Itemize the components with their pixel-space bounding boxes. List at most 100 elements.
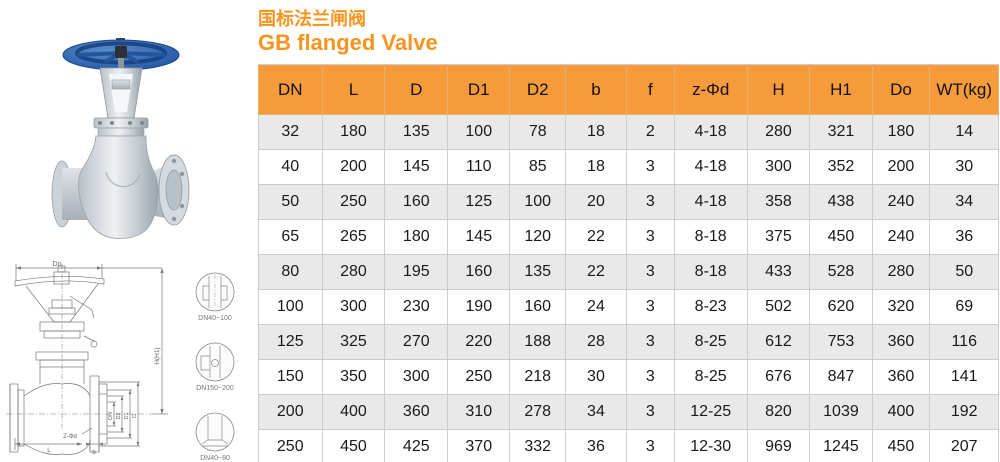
table-cell: 358 <box>746 184 811 220</box>
table-head: DN L D D1 D2 b f z-Φd H H1 Do WT(kg) <box>258 64 999 115</box>
table-cell: 22 <box>565 254 627 290</box>
table-cell: 80 <box>258 254 323 290</box>
table-row: 150 350 300 250 218 30 3 8-25 676 847 360 141 <box>258 359 999 395</box>
table-row: 80 280 195 160 135 22 3 8-18 433 528 280 50 <box>258 254 999 290</box>
table-cell: 125 <box>258 324 323 360</box>
dim-label-d: D <box>132 414 138 418</box>
table-cell: 375 <box>746 219 811 255</box>
table-cell: 36 <box>565 429 627 462</box>
table-cell: 145 <box>447 219 511 255</box>
table-cell: 125 <box>447 184 511 220</box>
table-cell: 325 <box>321 324 386 360</box>
table-cell: 3 <box>625 429 675 462</box>
dim-label-h: H(H1) <box>154 347 161 364</box>
table-cell: 200 <box>321 149 386 185</box>
table-row: 32 180 135 100 78 18 2 4-18 280 321 180 14 <box>258 114 999 150</box>
table-cell: 321 <box>809 114 873 150</box>
detail-view-circle <box>195 342 235 382</box>
column-header: Do <box>871 64 931 115</box>
table-cell: 847 <box>809 359 873 395</box>
table-cell: 250 <box>258 429 323 462</box>
table-cell: 218 <box>509 359 567 395</box>
table-header-row: DN L D D1 D2 b f z-Φd H H1 Do WT(kg) <box>258 64 999 115</box>
table-cell: 280 <box>746 114 811 150</box>
table-cell: 120 <box>509 219 567 255</box>
table-row: 100 300 230 190 160 24 3 8-23 502 620 320 69 <box>258 289 999 325</box>
table-cell: 676 <box>746 359 811 395</box>
table-cell: 820 <box>746 394 811 430</box>
dim-label-b: b <box>92 449 96 456</box>
table-cell: 265 <box>321 219 386 255</box>
spec-table: DN L D D1 D2 b f z-Φd H H1 Do WT(kg) 32 180 135 100 78 1… <box>258 64 999 462</box>
table-cell: 8-25 <box>673 324 748 360</box>
column-header: D <box>384 64 449 115</box>
table-cell: 78 <box>509 114 567 150</box>
table-cell: 425 <box>384 429 449 462</box>
table-cell: 22 <box>565 219 627 255</box>
table-cell: 360 <box>871 359 931 395</box>
table-cell: 150 <box>258 359 323 395</box>
table-cell: 50 <box>929 254 999 290</box>
table-cell: 32 <box>258 114 323 150</box>
column-header: f <box>625 64 675 115</box>
table-cell: 116 <box>929 324 999 360</box>
table-cell: 145 <box>384 149 449 185</box>
table-cell: 50 <box>258 184 323 220</box>
table-cell: 200 <box>871 149 931 185</box>
table-cell: 350 <box>321 359 386 395</box>
table-cell: 34 <box>565 394 627 430</box>
gate-valve-section-drawing: Do H(H1) DN D2 D1 D Z-Φd b L <box>6 261 235 462</box>
valve-body <box>51 135 190 239</box>
column-header: z-Φd <box>673 64 748 115</box>
table-cell: 433 <box>746 254 811 290</box>
table-cell: 3 <box>625 359 675 395</box>
table-cell: 24 <box>565 289 627 325</box>
dim-label-d2: D2 <box>116 412 122 419</box>
table-cell: 18 <box>565 114 627 150</box>
table-cell: 180 <box>871 114 931 150</box>
table-cell: 135 <box>509 254 567 290</box>
table-cell: 360 <box>871 324 931 360</box>
table-cell: 612 <box>746 324 811 360</box>
table-cell: 2 <box>625 114 675 150</box>
table-cell: 12-30 <box>673 429 748 462</box>
table-cell: 100 <box>509 184 567 220</box>
table-cell: 8-18 <box>673 219 748 255</box>
table-cell: 370 <box>447 429 511 462</box>
table-cell: 14 <box>929 114 999 150</box>
dim-label-d1: D1 <box>124 412 130 419</box>
technical-drawing: Do H(H1) DN D2 D1 D Z-Φd b L <box>2 256 252 462</box>
table-cell: 36 <box>929 219 999 255</box>
table-cell: 20 <box>565 184 627 220</box>
table-cell: 110 <box>447 149 511 185</box>
table-cell: 450 <box>809 219 873 255</box>
table-cell: 1039 <box>809 394 873 430</box>
table-cell: 4-18 <box>673 184 748 220</box>
table-cell: 135 <box>384 114 449 150</box>
table-cell: 195 <box>384 254 449 290</box>
table-cell: 230 <box>384 289 449 325</box>
table-cell: 34 <box>929 184 999 220</box>
table-cell: 438 <box>809 184 873 220</box>
table-cell: 141 <box>929 359 999 395</box>
column-header: H <box>746 64 811 115</box>
gate-valve-photo-illustration <box>51 38 190 239</box>
table-row: 40 200 145 110 85 18 3 4-18 300 352 200 30 <box>258 149 999 185</box>
column-header: b <box>565 64 627 115</box>
table-cell: 3 <box>625 149 675 185</box>
table-cell: 65 <box>258 219 323 255</box>
dim-label-dn: DN <box>108 412 114 420</box>
table-row: 50 250 160 125 100 20 3 4-18 358 438 240 34 <box>258 184 999 220</box>
table-cell: 160 <box>447 254 511 290</box>
column-header: L <box>321 64 386 115</box>
table-cell: 3 <box>625 184 675 220</box>
page-title-chinese: 国标法兰闸阀 <box>258 9 366 29</box>
table-cell: 332 <box>509 429 567 462</box>
table-cell: 4-18 <box>673 149 748 185</box>
table-cell: 753 <box>809 324 873 360</box>
table-cell: 450 <box>871 429 931 462</box>
table-cell: 18 <box>565 149 627 185</box>
table-cell: 3 <box>625 219 675 255</box>
table-cell: 85 <box>509 149 567 185</box>
page-title-english: GB flanged Valve <box>258 30 438 55</box>
